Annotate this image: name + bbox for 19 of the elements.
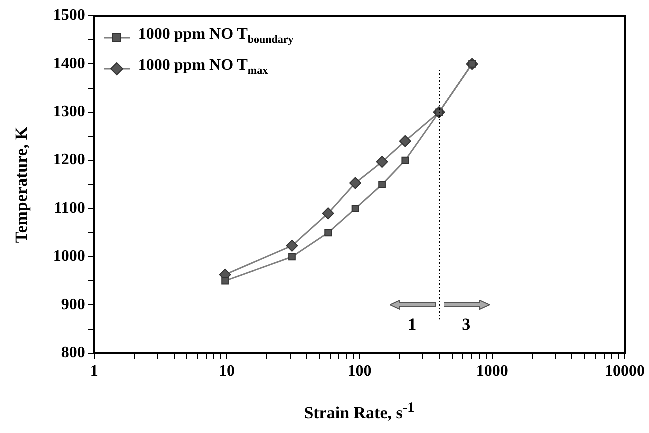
y-tick-label: 1300 bbox=[53, 104, 86, 121]
x-tick-label: 10 bbox=[219, 363, 236, 380]
x-tick-label: 1000 bbox=[476, 363, 508, 380]
x-tick-label: 1 bbox=[90, 363, 98, 380]
y-tick-label: 900 bbox=[61, 296, 86, 314]
y-axis-title: Temperature, K bbox=[12, 126, 32, 243]
y-tick-label: 1200 bbox=[53, 152, 86, 169]
y-tick-label: 1000 bbox=[53, 248, 86, 266]
y-tick-label: 1500 bbox=[53, 7, 86, 24]
y-tick-label: 1400 bbox=[53, 55, 86, 72]
x-tick-label: 100 bbox=[348, 363, 372, 380]
y-tick-label: 1100 bbox=[54, 200, 86, 217]
x-tick-label: 10000 bbox=[605, 363, 645, 380]
annotation: 3 bbox=[462, 315, 471, 336]
legend-label: 1000 ppm NO T$_{max}$ bbox=[138, 56, 268, 80]
x-axis-title: Strain Rate, s$^{-1}$ bbox=[304, 400, 415, 424]
legend-label: 1000 ppm NO T$_{boundary}$ bbox=[138, 25, 294, 48]
annotation: 1 bbox=[408, 315, 417, 336]
y-tick-label: 800 bbox=[61, 344, 86, 362]
